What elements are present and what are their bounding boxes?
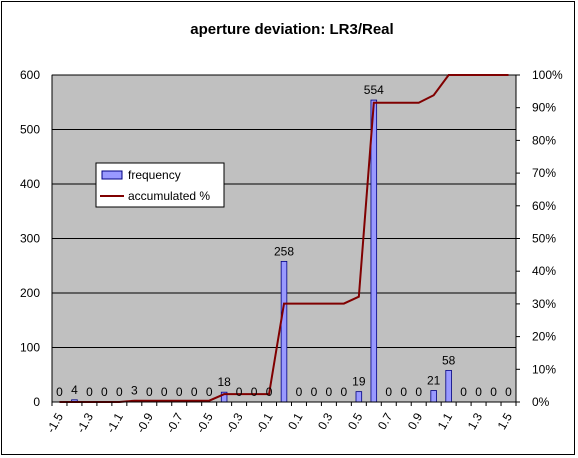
bar [445, 369, 452, 403]
x-tick-label: 0.1 [285, 410, 306, 432]
y-left-tick-label: 400 [20, 177, 40, 191]
bar [370, 99, 378, 403]
y-axis-left: 0 100 200 300 400 500 600 [20, 68, 53, 409]
legend: frequency accumulated % [95, 162, 225, 208]
y-right-tick-label: 60% [532, 199, 556, 213]
bar [280, 260, 288, 403]
data-label: 554 [364, 83, 384, 97]
data-label: 0 [326, 385, 333, 399]
data-label: 19 [352, 375, 366, 389]
data-label: 0 [191, 385, 198, 399]
data-label: 0 [176, 385, 183, 399]
bar [430, 390, 437, 403]
y-right-tick-label: 10% [532, 362, 556, 376]
data-label: 4 [71, 383, 78, 397]
data-label: 0 [505, 385, 512, 399]
data-label: 0 [341, 385, 348, 399]
y-left-tick-label: 0 [33, 395, 40, 409]
x-tick-label: 1.3 [465, 410, 486, 432]
data-label: 0 [385, 385, 392, 399]
x-tick-label: 1.5 [495, 410, 516, 432]
data-label: 0 [311, 385, 318, 399]
data-label: 0 [146, 385, 153, 399]
x-tick-label: -0.3 [223, 410, 246, 435]
x-tick-label: 0.3 [315, 410, 336, 432]
data-label: 0 [206, 385, 213, 399]
bar [355, 391, 363, 403]
y-right-tick-label: 0% [532, 395, 550, 409]
y-right-tick-label: 50% [532, 232, 556, 246]
data-label: 0 [266, 385, 273, 399]
y-right-tick-label: 40% [532, 264, 556, 278]
data-label: 0 [116, 385, 123, 399]
data-label: 0 [236, 385, 243, 399]
y-right-tick-label: 30% [532, 297, 556, 311]
data-label: 0 [161, 385, 168, 399]
chart-title: aperture deviation: LR3/Real [190, 21, 393, 38]
data-label: 0 [400, 385, 407, 399]
legend-label-accumulated: accumulated % [128, 189, 210, 203]
data-label: 0 [460, 385, 467, 399]
legend-box [95, 162, 225, 208]
y-left-tick-label: 200 [20, 286, 40, 300]
x-axis: -1.5 -1.3 -1.1 -0.9 -0.7 -0.5 -0.3 -0.1 0.1 0.3 0.… [44, 401, 517, 435]
legend-swatch-frequency [101, 170, 123, 180]
x-tick-label: 1.1 [435, 410, 456, 432]
x-tick-label: -0.1 [253, 410, 276, 435]
y-left-tick-label: 600 [20, 68, 40, 82]
y-axis-right: 0% 10% 20% 30% 40% 50% 60% 70% 80% 90% 100% [515, 68, 563, 409]
y-right-tick-label: 100% [532, 68, 563, 82]
x-tick-label: 0.5 [345, 410, 366, 432]
x-tick-label: -0.9 [133, 410, 156, 435]
data-label: 21 [427, 374, 441, 388]
data-label: 18 [217, 375, 231, 389]
data-label: 0 [475, 385, 482, 399]
legend-label-frequency: frequency [128, 168, 181, 182]
x-tick-label: 0.7 [375, 410, 396, 432]
data-label: 258 [274, 244, 294, 258]
y-left-tick-label: 300 [20, 232, 40, 246]
x-tick-label: -0.7 [163, 410, 186, 435]
y-right-tick-label: 70% [532, 166, 556, 180]
data-label: 0 [251, 385, 258, 399]
data-label: 0 [490, 385, 497, 399]
data-label: 0 [86, 385, 93, 399]
data-label: 0 [56, 385, 63, 399]
data-label: 0 [415, 385, 422, 399]
x-tick-label: -1.1 [103, 410, 126, 435]
y-left-tick-label: 500 [20, 123, 40, 137]
y-right-tick-label: 80% [532, 133, 556, 147]
data-label: 3 [131, 383, 138, 397]
x-tick-label: -1.5 [44, 410, 67, 435]
y-right-tick-label: 90% [532, 101, 556, 115]
x-tick-label: -1.3 [74, 410, 97, 435]
x-tick-label: 0.9 [405, 410, 426, 432]
data-label: 58 [442, 353, 456, 367]
y-left-tick-label: 100 [20, 341, 40, 355]
y-right-tick-label: 20% [532, 330, 556, 344]
line-series-accumulated [59, 74, 509, 403]
x-tick-label: -0.5 [193, 410, 216, 435]
data-label: 0 [101, 385, 108, 399]
data-label: 0 [296, 385, 303, 399]
